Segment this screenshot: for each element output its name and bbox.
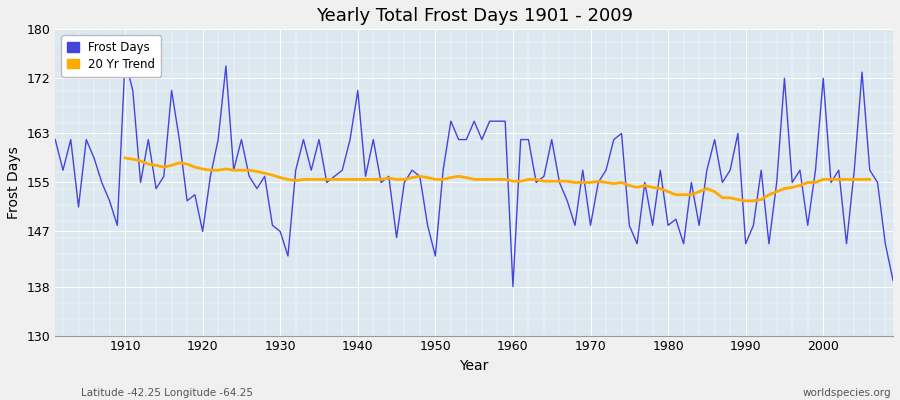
X-axis label: Year: Year [460, 359, 489, 373]
Title: Yearly Total Frost Days 1901 - 2009: Yearly Total Frost Days 1901 - 2009 [316, 7, 633, 25]
Legend: Frost Days, 20 Yr Trend: Frost Days, 20 Yr Trend [61, 35, 161, 76]
Text: worldspecies.org: worldspecies.org [803, 388, 891, 398]
Text: Latitude -42.25 Longitude -64.25: Latitude -42.25 Longitude -64.25 [81, 388, 253, 398]
Y-axis label: Frost Days: Frost Days [7, 146, 21, 219]
